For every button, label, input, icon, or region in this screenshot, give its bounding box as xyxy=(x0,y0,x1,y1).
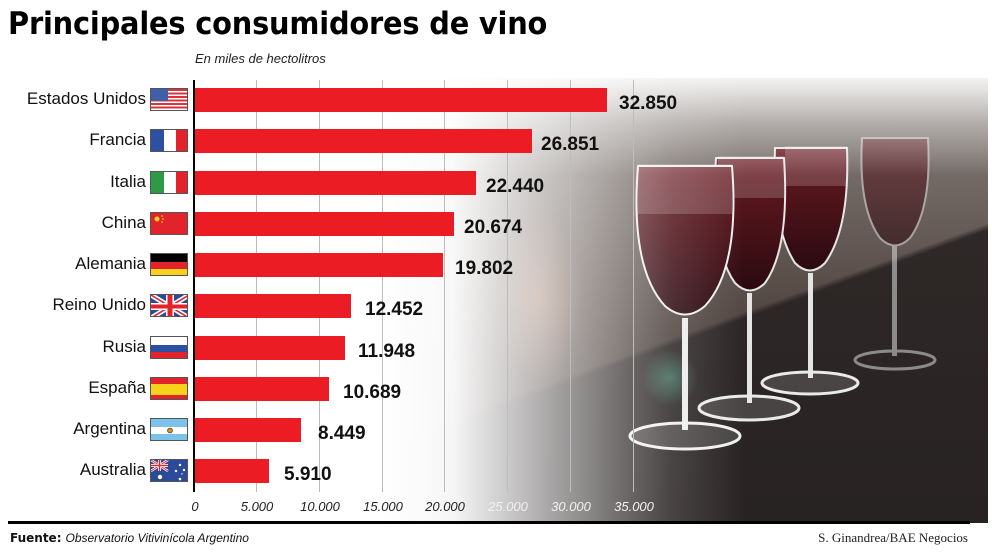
gridline-20000 xyxy=(444,80,445,492)
category-label: Reino Unido xyxy=(52,295,146,314)
category-label: Estados Unidos xyxy=(26,89,146,108)
category-label: Francia xyxy=(89,130,146,149)
category-label: España xyxy=(88,378,146,397)
bar xyxy=(195,459,269,483)
bar xyxy=(195,336,345,360)
au-flag-icon xyxy=(150,459,188,482)
category-label: Argentina xyxy=(73,419,146,438)
it-flag-icon xyxy=(150,171,188,194)
x-tick-15000: 15.000 xyxy=(363,499,403,514)
x-tick-10000: 10.000 xyxy=(300,499,340,514)
author-credit: S. Ginandrea/BAE Negocios xyxy=(818,530,968,545)
source-label: Fuente: xyxy=(10,531,62,545)
y-axis-line xyxy=(193,80,195,492)
value-label: 5.910 xyxy=(284,464,332,485)
bar-row-estados-unidos: Estados Unidos 32.850 xyxy=(0,88,700,114)
bar-row-alemania: Alemania 19.802 xyxy=(0,253,700,279)
gridline-25000 xyxy=(507,80,508,492)
bar xyxy=(195,377,329,401)
category-label: Rusia xyxy=(102,337,146,356)
category-label: Alemania xyxy=(75,254,146,273)
gridline-10000 xyxy=(319,80,320,492)
value-label: 20.674 xyxy=(464,217,523,238)
value-label: 10.689 xyxy=(343,382,402,403)
bar xyxy=(195,171,476,195)
category-label: Australia xyxy=(79,460,146,479)
category-label: Italia xyxy=(110,172,146,191)
chart-subtitle: En miles de hectolitros xyxy=(195,51,326,66)
x-tick-20000: 20.000 xyxy=(425,499,465,514)
uk-flag-icon xyxy=(150,294,188,317)
gridline-5000 xyxy=(256,80,257,492)
value-label: 26.851 xyxy=(541,134,600,155)
bar-row-rusia: Rusia 11.948 xyxy=(0,336,700,362)
category-label: China xyxy=(101,213,146,232)
de-flag-icon xyxy=(150,253,188,276)
x-tick-5000: 5.000 xyxy=(240,499,274,514)
x-tick-35000: 35.000 xyxy=(614,499,654,514)
x-tick-25000: 25.000 xyxy=(488,499,528,514)
value-label: 8.449 xyxy=(318,423,366,444)
ru-flag-icon xyxy=(150,336,188,359)
x-tick-0: 0 xyxy=(191,499,199,514)
value-label: 22.440 xyxy=(486,176,545,197)
es-flag-icon xyxy=(150,377,188,400)
source-text: Observatorio Vitivinícola Argentino xyxy=(65,531,249,545)
value-label: 19.802 xyxy=(455,258,514,279)
gridline-15000 xyxy=(382,80,383,492)
fr-flag-icon xyxy=(150,129,188,152)
x-tick-30000: 30.000 xyxy=(551,499,591,514)
bar xyxy=(195,294,351,318)
value-label: 32.850 xyxy=(619,93,678,114)
us-flag-icon xyxy=(150,88,188,111)
bar xyxy=(195,253,443,277)
wine-glasses-photo xyxy=(380,78,988,523)
cn-flag-icon xyxy=(150,212,188,235)
gridline-30000 xyxy=(570,80,571,492)
bar-row-espana: España 10.689 xyxy=(0,377,700,403)
footer-divider xyxy=(8,521,970,524)
value-label: 11.948 xyxy=(358,341,416,362)
bar xyxy=(195,212,454,236)
value-label: 12.452 xyxy=(365,299,424,320)
bar xyxy=(195,129,532,153)
bar-row-argentina: Argentina 8.449 xyxy=(0,418,700,444)
chart-title: Principales consumidores de vino xyxy=(8,6,548,42)
bar-row-china: China 20.674 xyxy=(0,212,700,238)
bar xyxy=(195,418,301,442)
bar-row-australia: Australia 5.910 xyxy=(0,459,700,485)
source-note: Fuente: Observatorio Vitivinícola Argenti… xyxy=(10,531,249,545)
bar-row-italia: Italia 22.440 xyxy=(0,171,700,197)
bar-row-reino-unido: Reino Unido 12.452 xyxy=(0,294,700,320)
bar xyxy=(195,88,607,112)
gridline-35000 xyxy=(633,80,634,492)
ar-flag-icon xyxy=(150,418,188,441)
bar-row-francia: Francia 26.851 xyxy=(0,129,700,155)
